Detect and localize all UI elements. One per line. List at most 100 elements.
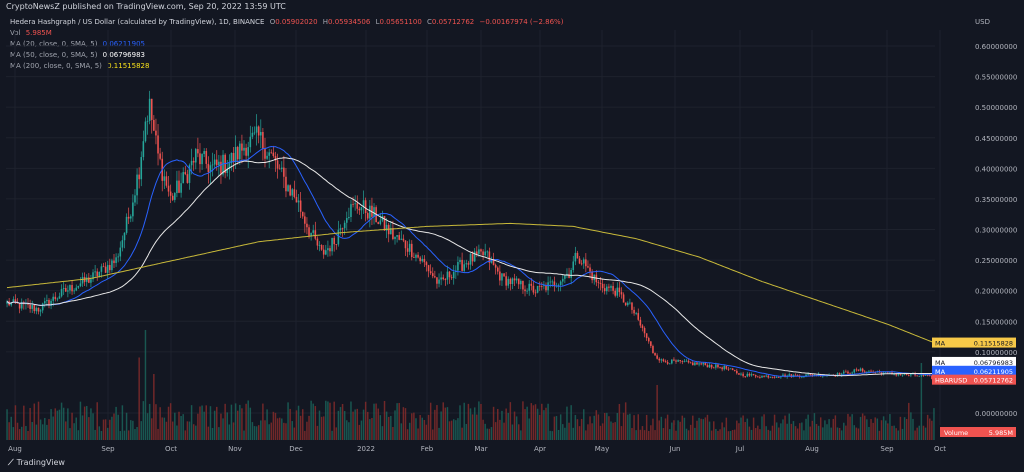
volume-bar [616,413,619,440]
candle-body [117,256,119,258]
volume-bar [692,415,694,440]
volume-bar [350,401,352,440]
candle-body [863,371,866,373]
candle-body [255,126,258,133]
symbol-title[interactable]: Hedera Hashgraph / US Dollar (calculated… [10,18,265,26]
candle-body [448,271,451,278]
volume-bar [314,406,317,440]
volume-bar [220,413,222,440]
candle-body [496,267,499,272]
volume-bar [922,425,925,440]
volume-bar [731,429,734,440]
volume-bar [836,427,839,440]
candle-body [362,200,365,208]
ma50-row[interactable]: MA (50, close, 0, SMA, 5) 0.06796983 [10,50,566,61]
tradingview-logo[interactable]: ⟋ TradingView [8,458,65,468]
candle-body [140,157,143,180]
candle-body [377,222,380,224]
candle-body [201,154,203,165]
candle-body [702,362,705,365]
volume-bar [566,406,568,440]
candle-body [748,373,751,376]
volume-bar [710,430,713,440]
volume-bar [448,421,451,440]
volume-bar [920,363,923,440]
candle-body [251,132,254,137]
volume-bar [88,417,90,440]
volume-bar [794,426,797,440]
volume-bar [251,422,254,440]
candle-body [155,130,157,136]
volume-bar [717,430,719,440]
candle-body [413,257,415,258]
volume-bar [908,402,910,440]
volume-bar [429,402,432,440]
volume-bar [457,418,459,440]
volume-bar [511,424,514,440]
volume-bar [610,421,612,440]
y-tick-label: 0.35000000 [975,196,1017,204]
volume-bar [520,430,522,440]
volume-bar [673,420,675,440]
volume-bar [685,428,688,440]
ma20-row[interactable]: MA (20, close, 0, SMA, 5) 0.06211905 [10,39,566,50]
candle-body [207,163,210,173]
volume-bar [73,423,75,440]
volume-bar [178,411,180,440]
candle-body [796,374,799,376]
candle-body [239,143,241,160]
candle-body [142,141,145,158]
candle-body [31,305,34,309]
volume-bar [232,422,235,440]
volume-bar [413,412,415,440]
candle-body [641,325,644,329]
volume-bar [394,410,396,440]
candle-body [373,207,375,217]
volume-bar [870,419,872,440]
volume-bar [461,427,463,440]
candle-body [100,266,103,272]
volume-bar [752,417,755,440]
volume-bar [624,402,627,440]
volume-bar [216,406,218,440]
candle-body [406,248,409,252]
candle-body [10,302,13,306]
volume-bar [169,403,172,440]
candle-body [241,143,243,151]
candle-body [111,260,113,271]
volume-bar [754,428,757,440]
volume-bar [287,402,289,440]
volume-bar [868,426,870,440]
candle-body [912,373,914,375]
volume-bar [631,428,633,440]
candle-body [230,152,233,164]
volume-bar [155,404,157,440]
candle-body [169,191,172,196]
candle-body [473,251,476,262]
volume-bar [381,426,384,440]
volume-bar [400,423,403,440]
volume-bar [847,413,849,440]
candle-body [765,375,767,377]
candle-body [599,282,602,284]
volume-bar [916,427,918,440]
volume-bar [757,425,759,440]
ma200-row[interactable]: MA (200, close, 0, SMA, 5) 0.11515828 [10,61,566,72]
volume-bar [666,414,669,440]
candle-body [352,204,354,205]
candle-body [691,362,694,366]
price-tag-label: MA [935,368,946,376]
volume-bar [132,420,134,440]
open-value: 0.05902020 [275,18,318,26]
volume-bar [65,421,67,440]
candle-body [293,189,296,197]
candle-body [801,376,803,378]
volume-bar [893,425,895,440]
volume-bar [824,420,826,440]
volume-bar [635,430,637,440]
high-label: H [322,18,329,26]
candle-body [903,373,906,375]
volume-bar [218,427,220,440]
volume-bar [236,410,239,440]
